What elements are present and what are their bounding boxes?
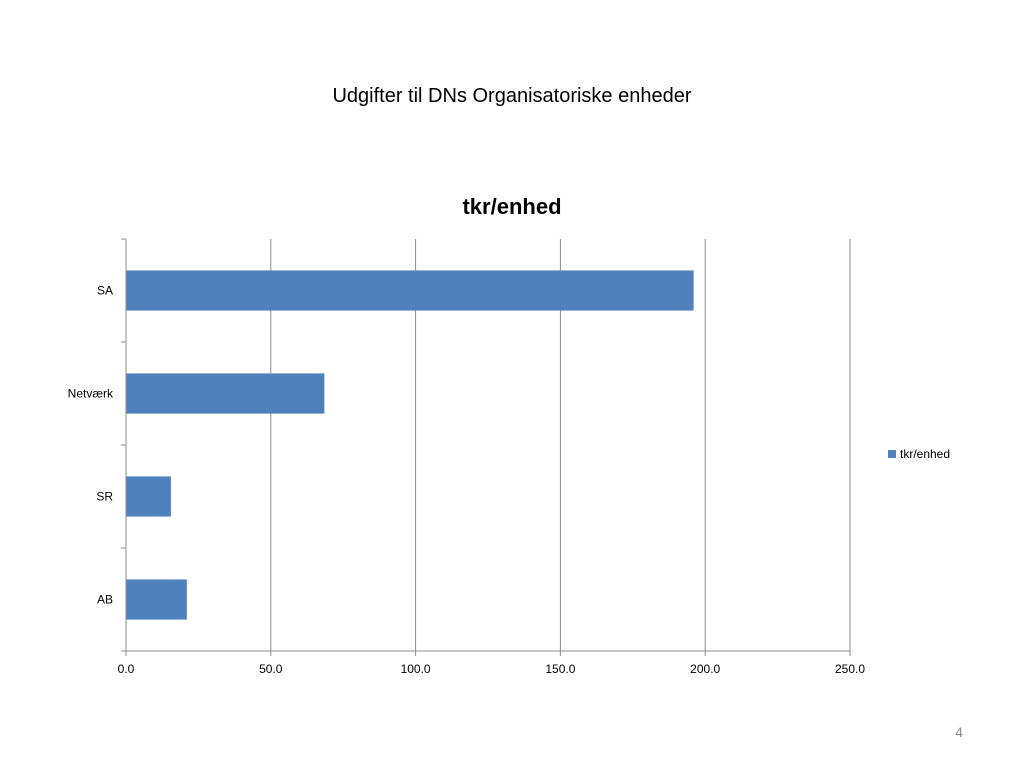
bar-netv-rk	[126, 373, 325, 414]
bar-sa	[126, 270, 694, 311]
tick-labels: 0.0 50.0 100.0 150.0 200.0 250.0 SA Netværk SR AB	[68, 284, 866, 677]
chart-title: tkr/enhed	[462, 194, 561, 219]
y-category-label: SA	[97, 284, 113, 298]
y-category-label: SR	[96, 490, 113, 504]
x-tick-label: 150.0	[545, 662, 575, 676]
gridlines	[270, 239, 851, 651]
bars	[126, 270, 694, 620]
bar-sr	[126, 476, 171, 517]
legend-label: tkr/enhed	[900, 447, 950, 461]
x-tick-label: 50.0	[259, 662, 283, 676]
slide-number: 4	[955, 724, 963, 740]
y-category-label: AB	[97, 593, 113, 607]
y-category-label: Netværk	[68, 387, 114, 401]
x-tick-label: 250.0	[835, 662, 865, 676]
legend-swatch	[888, 450, 896, 458]
x-tick-label: 200.0	[690, 662, 720, 676]
x-tick-label: 100.0	[401, 662, 431, 676]
bar-ab	[126, 579, 187, 620]
legend: tkr/enhed	[888, 447, 950, 461]
slide-title: Udgifter til DNs Organisatoriske enheder	[332, 85, 692, 107]
axes	[121, 238, 851, 656]
x-tick-label: 0.0	[118, 662, 135, 676]
